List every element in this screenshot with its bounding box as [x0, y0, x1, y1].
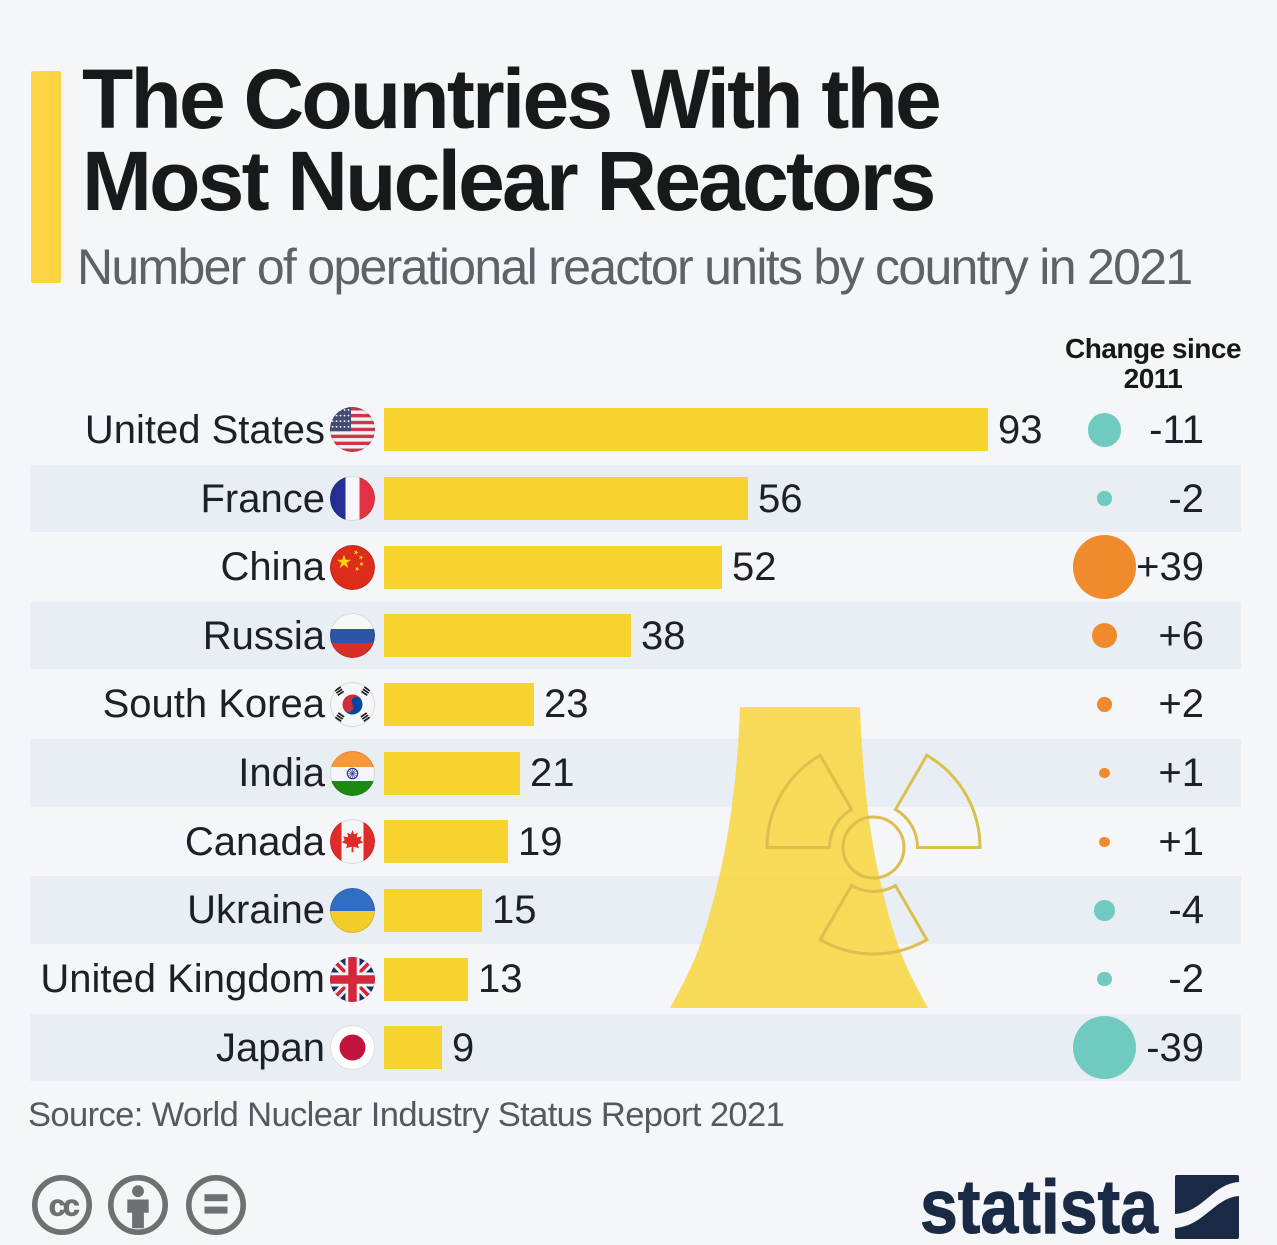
- svg-text:cc: cc: [49, 1190, 79, 1223]
- svg-text:statista: statista: [920, 1165, 1159, 1245]
